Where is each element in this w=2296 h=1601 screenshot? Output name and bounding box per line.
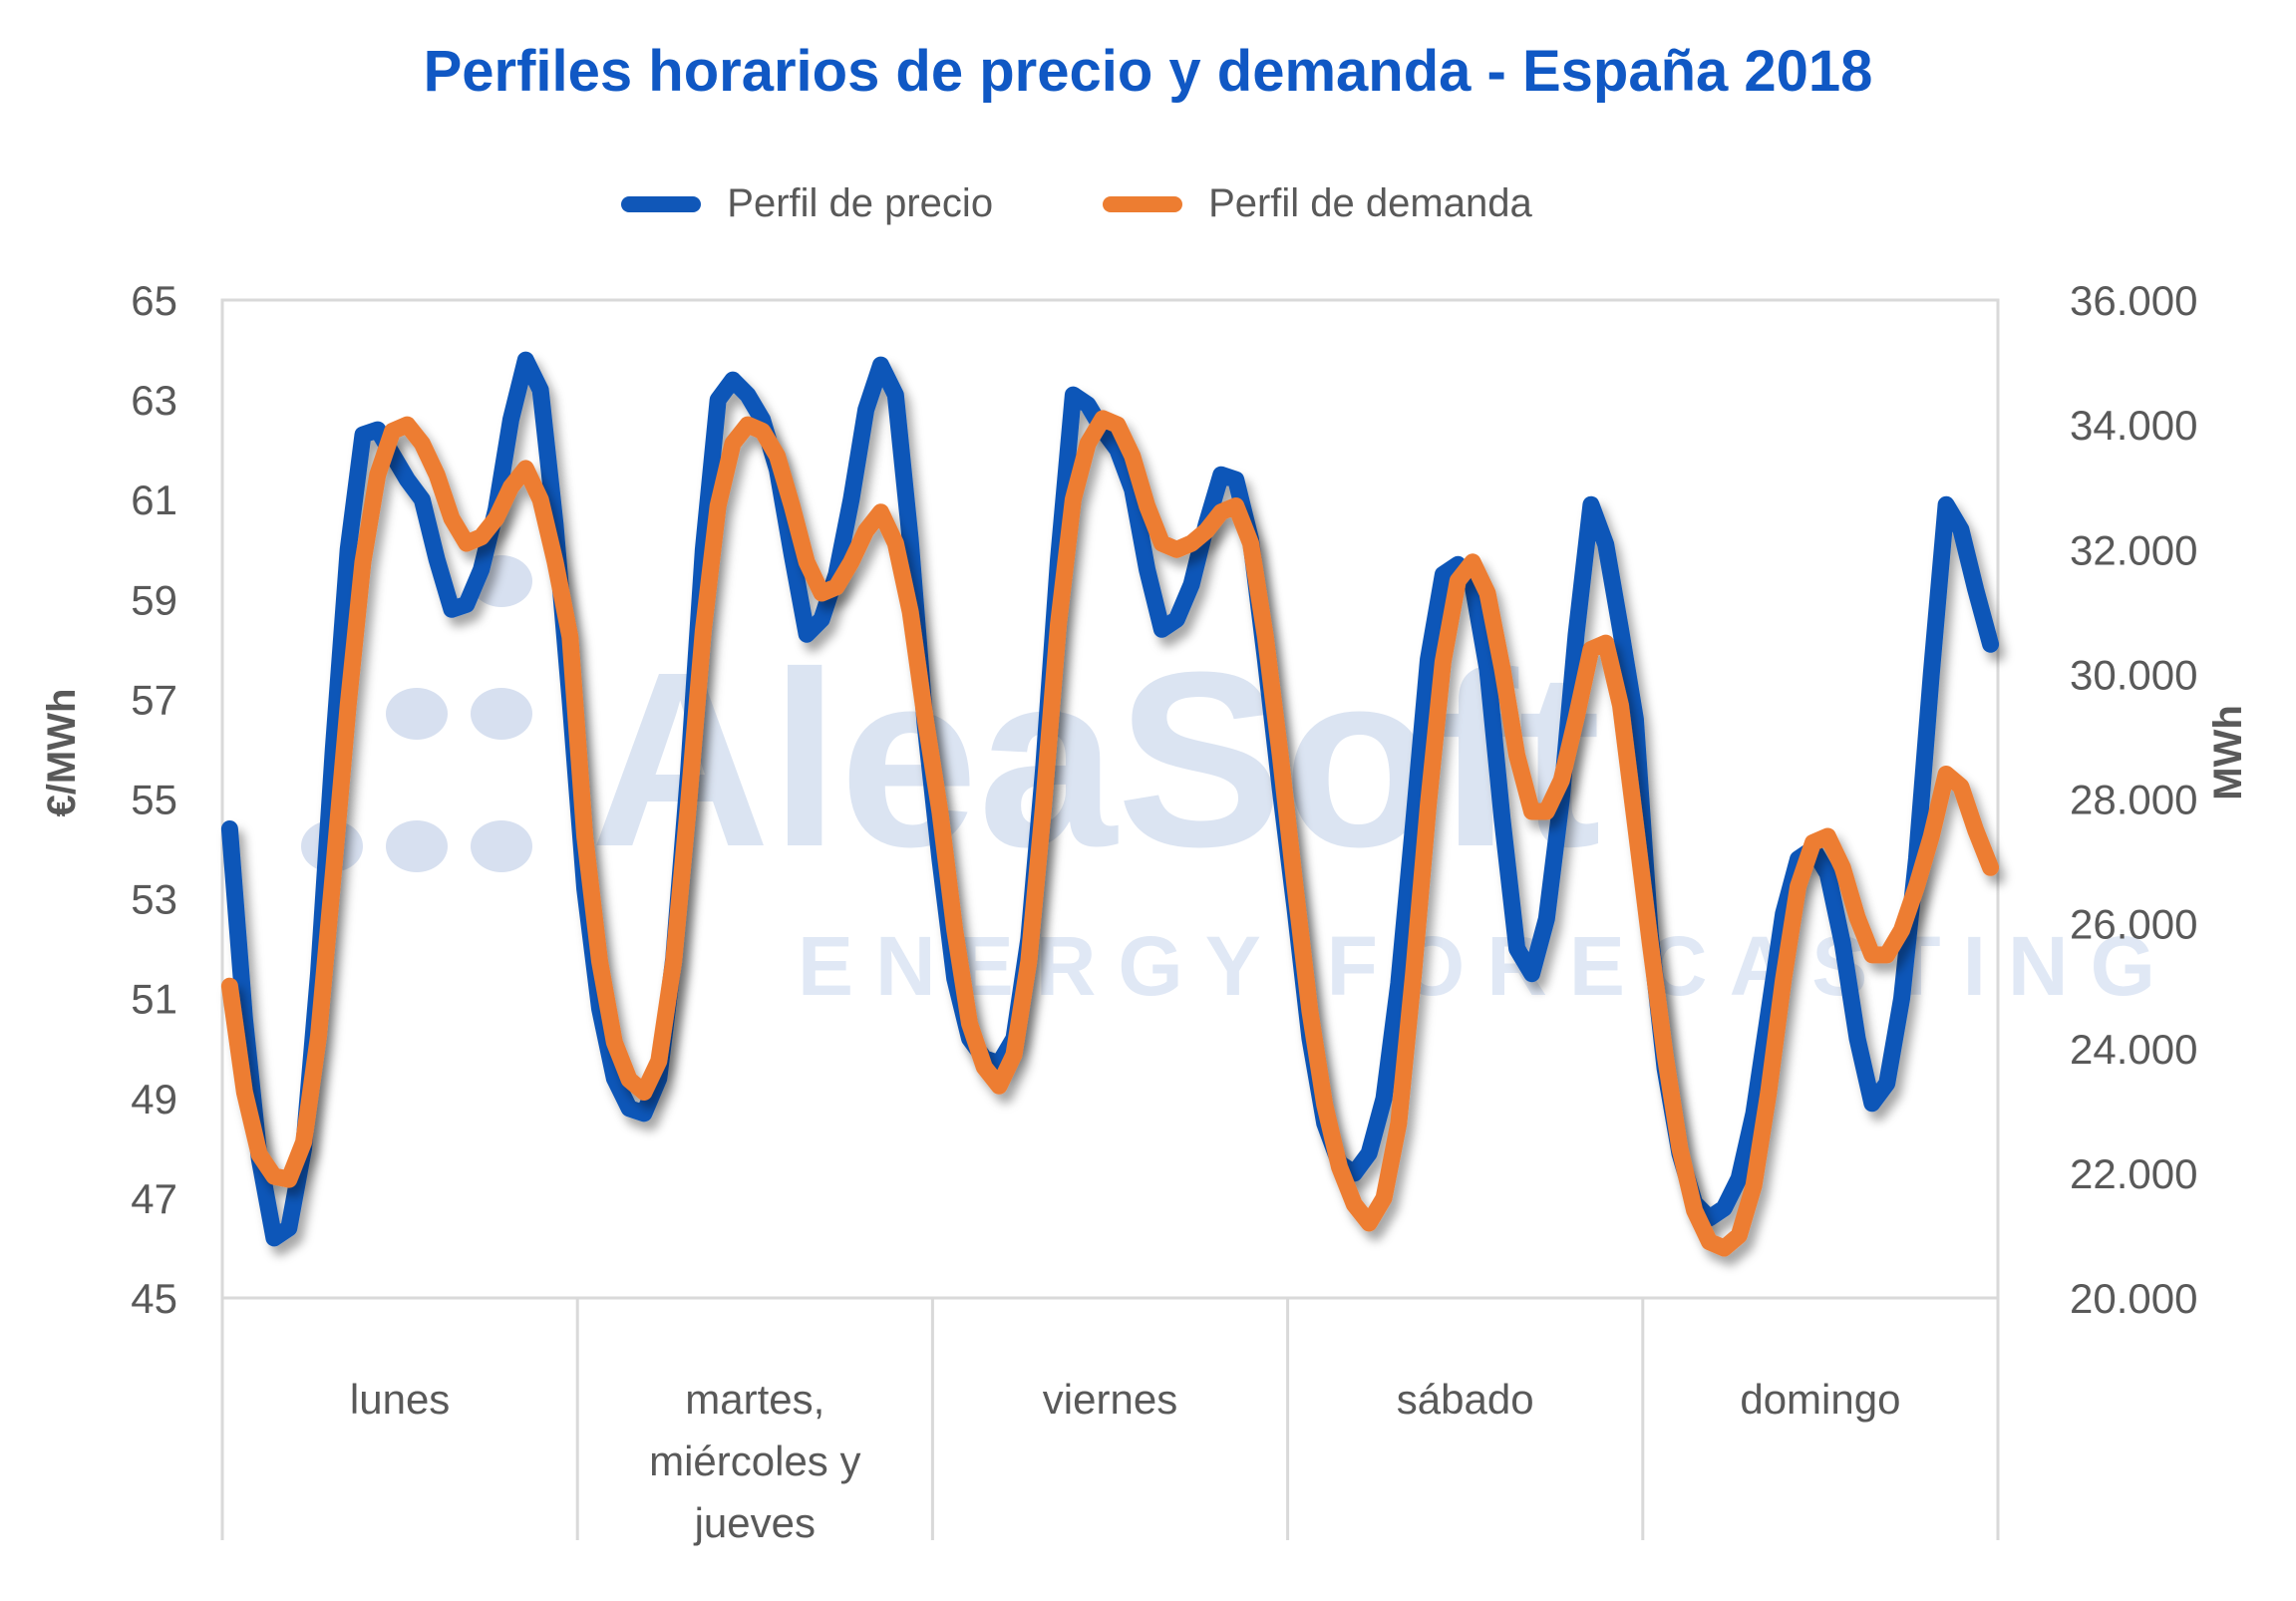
svg-text:28.000: 28.000 — [2070, 777, 2197, 823]
svg-text:51: 51 — [131, 976, 177, 1023]
demanda-series-line — [220, 410, 2000, 1257]
category-labels: lunes martes, miércoles y jueves viernes sába… — [350, 1376, 1901, 1546]
svg-text:65: 65 — [131, 277, 177, 324]
legend-item-demanda: Perfil de demanda — [1103, 181, 1532, 226]
chart-title: Perfiles horarios de precio y demanda - … — [423, 39, 1873, 104]
watermark-tagline-text: ENERGY FORECASTING — [798, 919, 2177, 1013]
svg-text:sábado: sábado — [1397, 1376, 1534, 1423]
svg-text:domingo: domingo — [1740, 1376, 1900, 1423]
svg-text:26.000: 26.000 — [2070, 901, 2197, 948]
svg-text:viernes: viernes — [1043, 1376, 1177, 1423]
svg-text:53: 53 — [131, 876, 177, 923]
svg-text:36.000: 36.000 — [2070, 277, 2197, 324]
svg-text:49: 49 — [131, 1076, 177, 1122]
svg-text:22.000: 22.000 — [2070, 1150, 2197, 1197]
svg-text:57: 57 — [131, 676, 177, 723]
demanda-line-swatch-icon — [1103, 195, 1183, 212]
svg-text:47: 47 — [131, 1175, 177, 1222]
left-axis-ticks: 65 63 61 59 57 55 53 51 49 47 45 — [131, 277, 177, 1322]
svg-text:61: 61 — [131, 477, 177, 523]
legend-item-precio: Perfil de precio — [621, 181, 993, 226]
svg-text:30.000: 30.000 — [2070, 651, 2197, 698]
svg-text:63: 63 — [131, 377, 177, 424]
svg-text:20.000: 20.000 — [2070, 1275, 2197, 1322]
right-axis-ticks: 36.000 34.000 32.000 30.000 28.000 26.000 24.0… — [2070, 277, 2197, 1322]
legend-label-demanda: Perfil de demanda — [1208, 181, 1532, 225]
category-separators — [220, 1298, 2000, 1540]
svg-text:lunes: lunes — [350, 1376, 450, 1423]
svg-text:45: 45 — [131, 1275, 177, 1322]
legend-label-precio: Perfil de precio — [727, 181, 994, 225]
plot-border — [220, 298, 2000, 1300]
legend: Perfil de precio Perfil de demanda — [0, 181, 2153, 226]
precio-line-swatch-icon — [621, 195, 702, 212]
left-axis-title: €/MWh — [40, 689, 84, 817]
svg-text:24.000: 24.000 — [2070, 1026, 2197, 1073]
svg-text:32.000: 32.000 — [2070, 526, 2197, 573]
svg-text:59: 59 — [131, 576, 177, 623]
right-axis-title: MWh — [2206, 705, 2250, 800]
svg-text:55: 55 — [131, 777, 177, 823]
svg-text:34.000: 34.000 — [2070, 402, 2197, 449]
